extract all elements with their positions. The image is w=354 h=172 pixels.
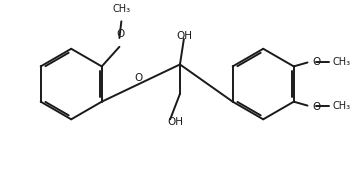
Text: CH₃: CH₃ — [112, 4, 130, 14]
Text: CH₃: CH₃ — [333, 57, 351, 67]
Text: O: O — [312, 57, 321, 67]
Text: O: O — [116, 29, 125, 39]
Text: OH: OH — [177, 31, 193, 41]
Text: CH₃: CH₃ — [333, 101, 351, 111]
Text: O: O — [312, 102, 321, 112]
Text: OH: OH — [167, 117, 183, 127]
Text: O: O — [135, 73, 143, 83]
